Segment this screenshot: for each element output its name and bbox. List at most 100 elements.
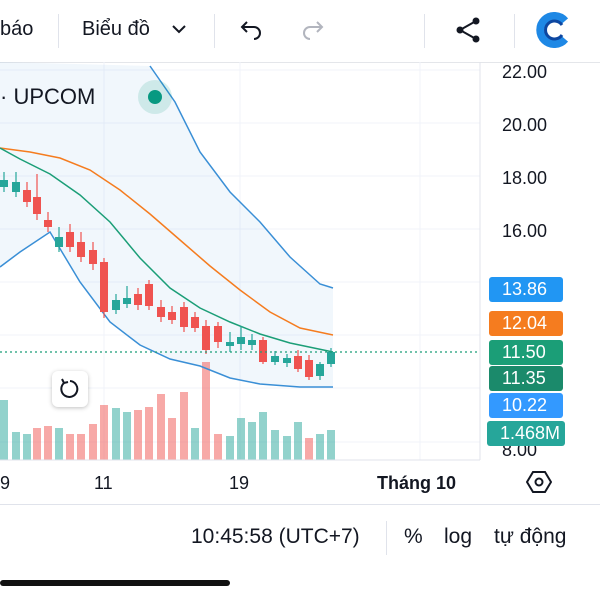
bollinger-band-fill: [0, 62, 333, 387]
candle-body: [145, 284, 153, 306]
candle-body: [283, 358, 291, 363]
chart-type-button[interactable]: Biểu đồ: [82, 18, 150, 40]
app-logo-icon[interactable]: [535, 12, 571, 53]
candle-body: [214, 326, 222, 342]
time-label: 11: [94, 473, 113, 493]
candle-body: [316, 364, 324, 376]
moving-average-line: [0, 147, 334, 353]
volume-bar: [134, 410, 142, 460]
toolbar-divider: [214, 14, 215, 48]
candle-body: [259, 340, 267, 362]
volume-bar: [77, 434, 85, 460]
volume-bar: [23, 434, 31, 460]
price-tick: 16.00: [502, 221, 548, 241]
volume-bar: [44, 426, 52, 460]
market-status-dot[interactable]: [138, 80, 172, 114]
volume-bar: [145, 407, 153, 460]
candle-body: [55, 237, 63, 247]
percent-toggle[interactable]: %: [404, 525, 423, 548]
volume-bar: [305, 438, 313, 460]
candle-body: [77, 242, 85, 257]
volume-bar: [226, 436, 234, 460]
volume-bar: [271, 430, 279, 460]
time-label: 9: [0, 473, 11, 493]
candle-body: [168, 312, 176, 320]
candle-body: [89, 250, 97, 264]
volume-bar: [33, 428, 41, 460]
candle-body: [237, 337, 245, 344]
candle-body: [112, 300, 120, 310]
volume-bar: [0, 400, 8, 460]
volume-bar: [100, 405, 108, 460]
candle-body: [123, 298, 131, 304]
log-toggle[interactable]: log: [444, 525, 473, 548]
price-badge-last: 11.50: [489, 340, 563, 365]
candle-body: [23, 190, 31, 202]
candle-body: [191, 317, 199, 328]
candle-body: [0, 180, 8, 187]
candle-body: [12, 182, 20, 192]
candle-body: [180, 307, 188, 327]
volume-bar: [327, 430, 335, 460]
bottom-status-bar: 10:45:58 (UTC+7) % log tự động: [0, 504, 600, 569]
volume-bar: [237, 418, 245, 460]
price-tick: 18.00: [502, 168, 548, 188]
price-badge-ma: 11.35: [489, 366, 563, 391]
volume-bar: [294, 422, 302, 460]
volume-bar: [202, 362, 210, 460]
candle-body: [100, 262, 108, 312]
chevron-down-icon[interactable]: [170, 20, 188, 43]
volume-bar: [316, 434, 324, 460]
volume-bar: [66, 434, 74, 460]
bottom-divider: [386, 521, 387, 555]
price-badge-basis: 12.04: [489, 311, 563, 336]
price-tick: 22.00: [502, 62, 548, 82]
candle-body: [134, 294, 142, 305]
volume-bar: [89, 424, 97, 460]
candle-body: [248, 340, 256, 345]
clock-label[interactable]: 10:45:58 (UTC+7): [191, 525, 360, 548]
toolbar-divider: [514, 14, 515, 48]
reset-icon: [60, 378, 79, 398]
bollinger-basis-line: [0, 147, 334, 336]
volume-bar: [283, 436, 291, 460]
undo-icon[interactable]: [238, 16, 264, 47]
toolbar-divider: [424, 14, 425, 48]
candle-body: [33, 197, 41, 214]
time-label: 19: [229, 473, 250, 493]
indicators-button[interactable]: báo: [0, 18, 34, 40]
toolbar-divider: [58, 14, 59, 48]
volume-bar: [157, 394, 165, 460]
volume-bar: [248, 422, 256, 460]
symbol-legend: · UPCOM: [0, 84, 96, 109]
volume-bar: [55, 428, 63, 460]
redo-icon[interactable]: [300, 16, 326, 47]
time-label-month: Tháng 10: [377, 473, 457, 493]
candle-body: [66, 232, 74, 247]
volume-bar: [214, 434, 222, 460]
volume-bar: [12, 432, 20, 460]
volume-bar: [168, 418, 176, 460]
candle-body: [327, 352, 335, 364]
volume-bar: [123, 412, 131, 460]
volume-bar: [259, 412, 267, 460]
price-badge-upper-band: 13.86: [489, 277, 563, 302]
candle-body: [202, 326, 210, 350]
top-toolbar: báo Biểu đồ: [0, 0, 600, 63]
candle-body: [271, 356, 279, 362]
auto-scale-toggle[interactable]: tự động: [494, 525, 567, 548]
settings-hexagon-icon[interactable]: [525, 469, 553, 500]
candle-body: [44, 220, 52, 227]
price-tick: 20.00: [502, 115, 548, 135]
volume-bar: [191, 428, 199, 460]
share-icon[interactable]: [454, 16, 482, 49]
reset-chart-button[interactable]: [52, 371, 88, 407]
bollinger-upper-band: [149, 65, 334, 289]
price-badge-volume: 1.468M: [487, 421, 565, 446]
candlesticks: [0, 172, 335, 380]
candle-body: [226, 342, 234, 346]
candle-body: [294, 356, 302, 369]
candle-body: [157, 307, 165, 317]
price-badge-lower-band: 10.22: [489, 393, 563, 418]
home-indicator: [0, 580, 230, 586]
